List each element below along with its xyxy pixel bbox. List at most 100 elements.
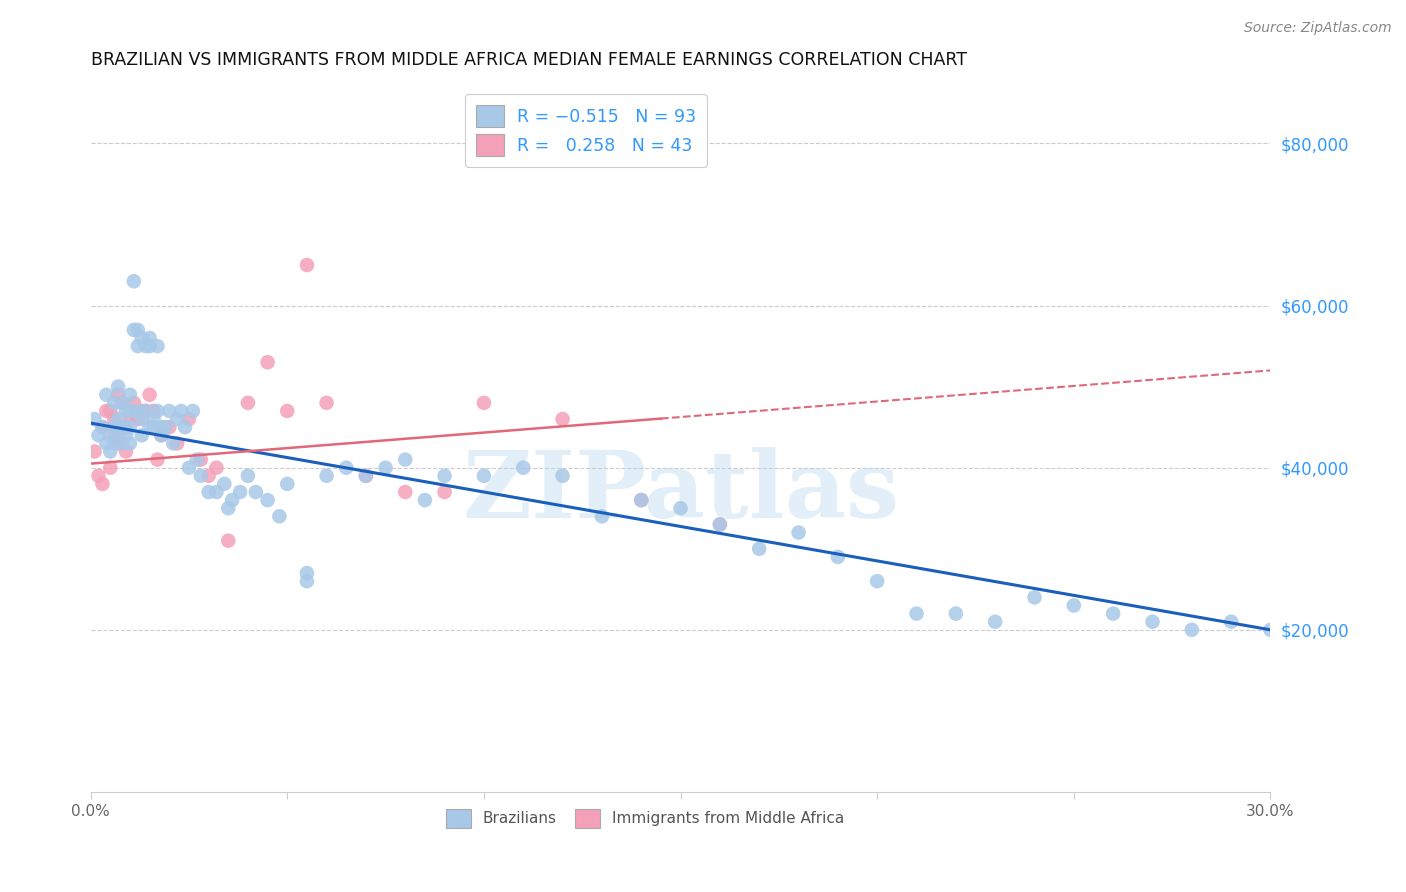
Point xyxy=(107,436,129,450)
Point xyxy=(150,428,173,442)
Point xyxy=(315,396,337,410)
Point xyxy=(138,388,160,402)
Point xyxy=(118,412,141,426)
Point xyxy=(118,420,141,434)
Point xyxy=(236,468,259,483)
Point xyxy=(709,517,731,532)
Point xyxy=(591,509,613,524)
Point xyxy=(115,444,138,458)
Point xyxy=(122,274,145,288)
Point xyxy=(96,436,118,450)
Point xyxy=(276,476,298,491)
Point xyxy=(98,428,121,442)
Point xyxy=(115,428,138,442)
Point xyxy=(177,460,200,475)
Point xyxy=(190,468,212,483)
Point xyxy=(107,428,129,442)
Point xyxy=(122,323,145,337)
Point xyxy=(118,436,141,450)
Point xyxy=(135,404,157,418)
Point xyxy=(181,404,204,418)
Point xyxy=(83,412,105,426)
Point xyxy=(162,436,184,450)
Point xyxy=(127,412,149,426)
Point xyxy=(111,396,134,410)
Point xyxy=(551,412,574,426)
Point xyxy=(214,476,236,491)
Point xyxy=(229,485,252,500)
Point xyxy=(170,404,193,418)
Point xyxy=(394,452,416,467)
Point xyxy=(135,339,157,353)
Point xyxy=(197,485,219,500)
Point xyxy=(111,436,134,450)
Point xyxy=(472,468,495,483)
Point xyxy=(150,420,173,434)
Point xyxy=(335,460,357,475)
Point xyxy=(269,509,291,524)
Point xyxy=(131,404,153,418)
Point xyxy=(945,607,967,621)
Point xyxy=(186,452,208,467)
Point xyxy=(512,460,534,475)
Point xyxy=(315,468,337,483)
Point xyxy=(221,493,243,508)
Point xyxy=(91,420,114,434)
Point xyxy=(157,404,180,418)
Point xyxy=(245,485,267,500)
Point xyxy=(150,428,173,442)
Point xyxy=(166,436,188,450)
Point xyxy=(138,420,160,434)
Point xyxy=(96,404,118,418)
Point xyxy=(157,420,180,434)
Point xyxy=(174,420,197,434)
Point xyxy=(146,404,169,418)
Point xyxy=(748,541,770,556)
Legend: Brazilians, Immigrants from Middle Africa: Brazilians, Immigrants from Middle Afric… xyxy=(440,803,851,834)
Point xyxy=(1220,615,1243,629)
Point xyxy=(787,525,810,540)
Point xyxy=(354,468,377,483)
Point xyxy=(98,404,121,418)
Point xyxy=(354,468,377,483)
Point xyxy=(276,404,298,418)
Point xyxy=(118,388,141,402)
Point xyxy=(138,339,160,353)
Point xyxy=(87,428,110,442)
Point xyxy=(205,485,228,500)
Point xyxy=(166,412,188,426)
Point xyxy=(127,323,149,337)
Point xyxy=(135,404,157,418)
Point xyxy=(374,460,396,475)
Text: ZIPatlas: ZIPatlas xyxy=(463,447,898,537)
Point xyxy=(103,420,125,434)
Point xyxy=(122,396,145,410)
Point xyxy=(103,412,125,426)
Point xyxy=(1260,623,1282,637)
Point xyxy=(905,607,928,621)
Point xyxy=(709,517,731,532)
Point xyxy=(433,468,456,483)
Point xyxy=(1024,591,1046,605)
Point xyxy=(115,420,138,434)
Point xyxy=(236,396,259,410)
Point xyxy=(142,420,165,434)
Point xyxy=(413,493,436,508)
Point xyxy=(111,420,134,434)
Point xyxy=(103,436,125,450)
Point xyxy=(866,574,889,589)
Point xyxy=(127,404,149,418)
Point xyxy=(295,258,318,272)
Point xyxy=(98,460,121,475)
Point xyxy=(190,452,212,467)
Point xyxy=(107,388,129,402)
Point xyxy=(91,476,114,491)
Point xyxy=(217,501,239,516)
Point xyxy=(107,379,129,393)
Point xyxy=(630,493,652,508)
Point xyxy=(131,331,153,345)
Text: BRAZILIAN VS IMMIGRANTS FROM MIDDLE AFRICA MEDIAN FEMALE EARNINGS CORRELATION CH: BRAZILIAN VS IMMIGRANTS FROM MIDDLE AFRI… xyxy=(90,51,966,69)
Point xyxy=(256,355,278,369)
Point xyxy=(1102,607,1125,621)
Point xyxy=(111,396,134,410)
